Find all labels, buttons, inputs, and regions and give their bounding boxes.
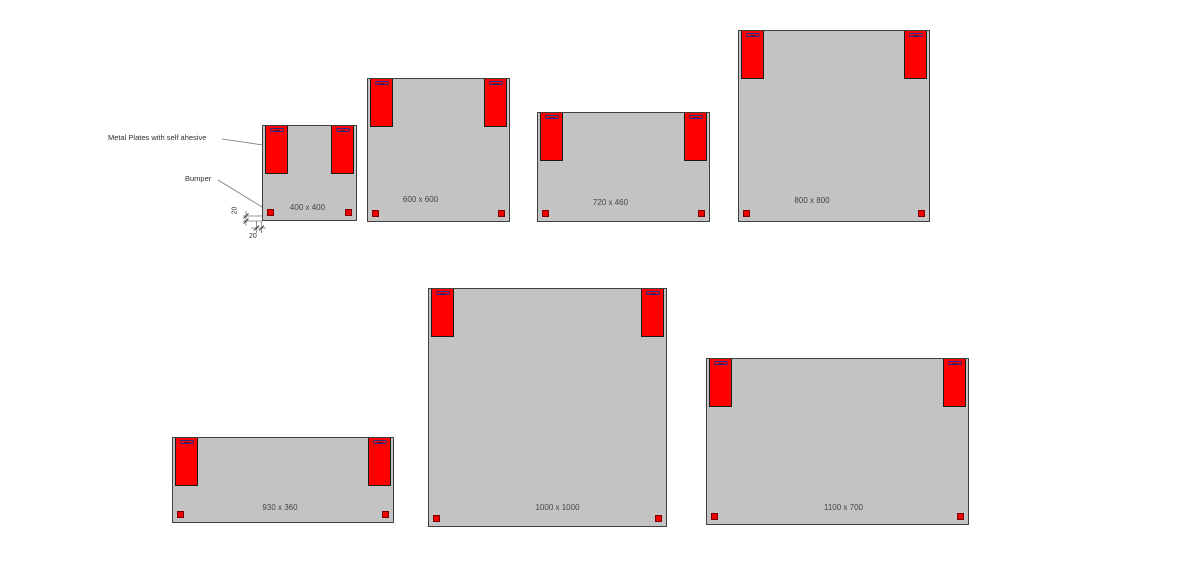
panel-size-label: 600 x 600 xyxy=(402,195,439,204)
panel-size-label: 800 x 800 xyxy=(794,196,830,205)
plate-slot-icon xyxy=(688,115,703,119)
plate-slot-icon xyxy=(645,291,660,295)
bumper-label: Bumper xyxy=(185,174,212,183)
bumper-bottom-right xyxy=(382,511,389,518)
plate-slot-icon xyxy=(713,361,728,365)
metal-plate-right xyxy=(904,31,927,79)
bumper-bottom-right xyxy=(655,515,662,522)
panel-400x400: 400 x 400 xyxy=(262,125,357,221)
metal-plates-label: Metal Plates with self ahesive xyxy=(108,133,207,142)
plate-slot-bar xyxy=(378,83,385,84)
panel-size-label: 1000 x 1000 xyxy=(535,503,580,512)
plate-slot-icon xyxy=(488,81,503,85)
panel-size-label: 720 x 460 xyxy=(592,198,629,207)
metal-plate-left xyxy=(370,79,393,127)
bumper-bottom-left xyxy=(177,511,184,518)
plate-slot-icon xyxy=(372,440,387,444)
metal-plate-right xyxy=(684,113,707,161)
plate-slot-bar xyxy=(439,293,446,294)
metal-plate-left xyxy=(265,126,288,174)
dimension-20-vertical: 20 xyxy=(231,206,239,215)
bumper-bottom-left xyxy=(372,210,379,217)
panel-800x800: 800 x 800 xyxy=(738,30,930,222)
panel-size-label: 400 x 400 xyxy=(289,203,326,212)
plate-slot-icon xyxy=(435,291,450,295)
metal-plate-right xyxy=(368,438,391,486)
tick-mark xyxy=(243,213,249,219)
metal-plate-left xyxy=(741,31,764,79)
panel-600x600: 600 x 600 xyxy=(367,78,510,222)
metal-plate-left xyxy=(540,113,563,161)
bumper-bottom-left xyxy=(433,515,440,522)
panel-size-label: 930 x 360 xyxy=(262,503,298,512)
plate-slot-bar xyxy=(749,35,756,36)
tick-mark xyxy=(243,218,249,224)
plate-slot-icon xyxy=(335,128,350,132)
plate-slot-bar xyxy=(649,293,656,294)
metal-plate-left xyxy=(431,289,454,337)
plate-slot-bar xyxy=(912,35,919,36)
plate-slot-icon xyxy=(544,115,559,119)
plate-slot-icon xyxy=(269,128,284,132)
tick-mark xyxy=(253,225,260,231)
panel-size-label: 1100 x 700 xyxy=(824,503,863,512)
metal-plate-left xyxy=(175,438,198,486)
plate-slot-icon xyxy=(374,81,389,85)
bumper-leader-line xyxy=(217,179,268,211)
bumper-bottom-right xyxy=(498,210,505,217)
metal-plate-right xyxy=(484,79,507,127)
bumper-bottom-right xyxy=(918,210,925,217)
plate-slot-bar xyxy=(717,363,724,364)
dimension-20-horizontal: 20 xyxy=(249,233,257,240)
panel-720x460: 720 x 460 xyxy=(537,112,710,222)
bumper-bottom-right xyxy=(698,210,705,217)
bumper-bottom-right xyxy=(957,513,964,520)
plate-slot-bar xyxy=(339,130,346,131)
plate-slot-icon xyxy=(908,33,923,37)
bumper-bottom-left xyxy=(743,210,750,217)
plate-slot-icon xyxy=(179,440,194,444)
plate-slot-bar xyxy=(951,363,958,364)
panel-930x360: 930 x 360 xyxy=(172,437,394,523)
plate-slot-bar xyxy=(492,83,499,84)
plate-slot-bar xyxy=(183,442,190,443)
tick-mark xyxy=(258,225,265,231)
panel-1100x700: 1100 x 700 xyxy=(706,358,969,525)
bumper-bottom-right xyxy=(345,209,352,216)
metal-plate-right xyxy=(641,289,664,337)
bumper-bottom-left xyxy=(267,209,274,216)
plate-slot-bar xyxy=(692,117,699,118)
plate-slot-icon xyxy=(947,361,962,365)
plate-slot-bar xyxy=(273,130,280,131)
panel-1000x1000: 1000 x 1000 xyxy=(428,288,667,527)
metal-plate-right xyxy=(943,359,966,407)
bumper-bottom-left xyxy=(711,513,718,520)
plate-slot-bar xyxy=(548,117,555,118)
plate-slot-bar xyxy=(376,442,383,443)
metal-plate-right xyxy=(331,126,354,174)
bumper-bottom-left xyxy=(542,210,549,217)
plate-slot-icon xyxy=(745,33,760,37)
metal-plate-left xyxy=(709,359,732,407)
